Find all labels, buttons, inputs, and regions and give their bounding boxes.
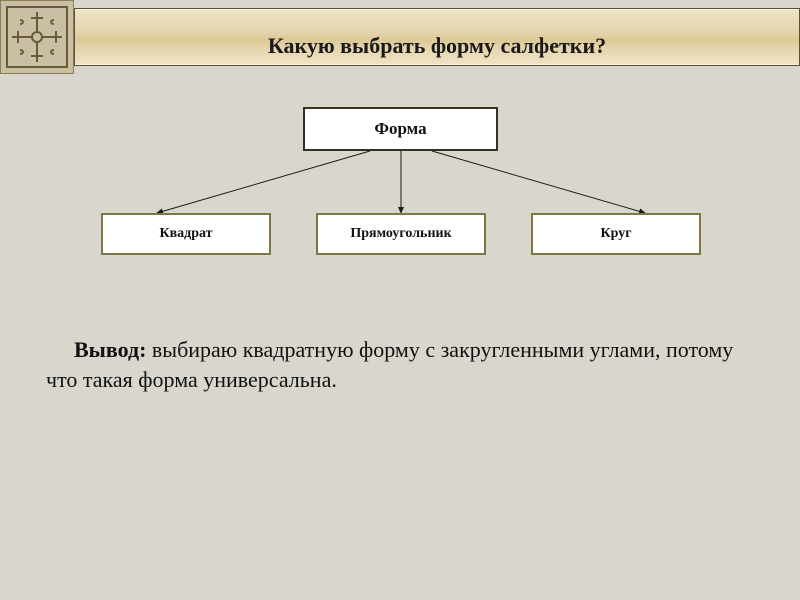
node-child3: Круг — [531, 213, 701, 255]
edge-arrow — [432, 151, 645, 213]
conclusion-body: выбираю квадратную форму с закругленными… — [46, 337, 733, 392]
title-strip: Какую выбрать форму салфетки? — [74, 8, 800, 66]
ornament-tile — [0, 0, 74, 74]
edge-arrow — [157, 151, 370, 213]
conclusion-paragraph: Вывод: выбираю квадратную форму с закруг… — [46, 335, 740, 394]
arrow-layer — [0, 0, 800, 600]
cross-ornament-icon — [6, 6, 68, 68]
node-child2: Прямоугольник — [316, 213, 486, 255]
slide-header: Какую выбрать форму салфетки? — [0, 0, 800, 74]
node-root: Форма — [303, 107, 498, 151]
node-child1: Квадрат — [101, 213, 271, 255]
conclusion-lead: Вывод: — [74, 337, 146, 362]
slide-title: Какую выбрать форму салфетки? — [268, 33, 606, 59]
